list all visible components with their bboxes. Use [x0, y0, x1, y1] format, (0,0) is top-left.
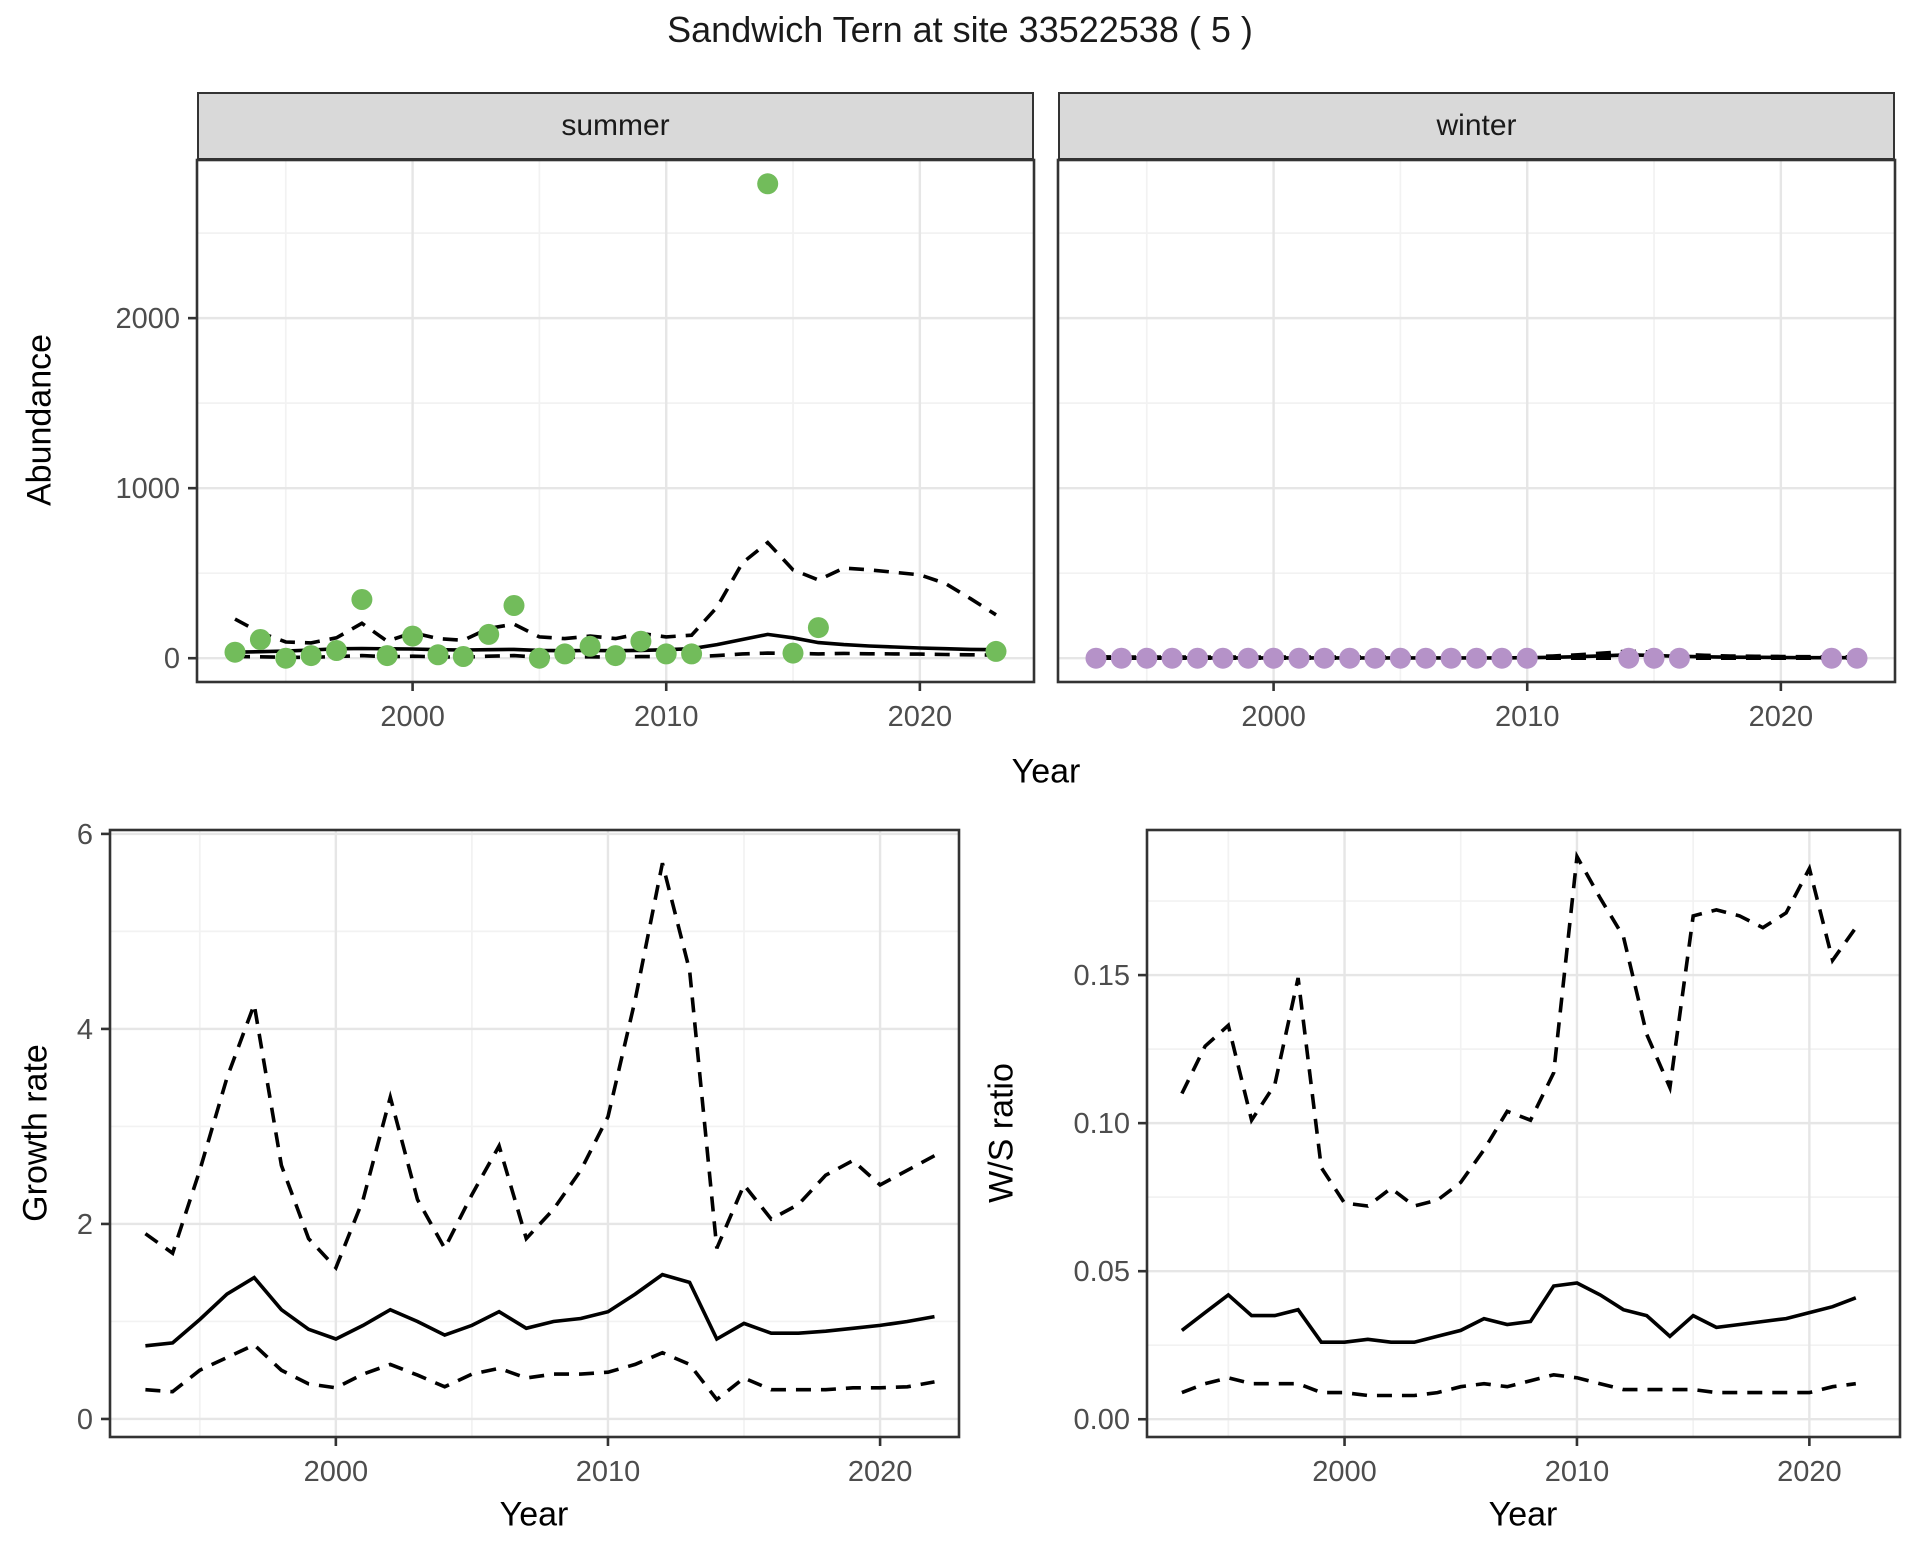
svg-text:2000: 2000: [115, 303, 180, 335]
svg-text:2000: 2000: [380, 701, 445, 733]
facet-strip-summer-label: summer: [561, 109, 670, 142]
svg-text:2010: 2010: [1495, 701, 1560, 733]
svg-text:6: 6: [77, 819, 93, 851]
growth-rate-plot: 2000 2010 2020 0 2 4 6: [77, 819, 961, 1488]
svg-text:2020: 2020: [888, 701, 953, 733]
summer-abundance-plot: 2000 2010 2020 0 1000 2000: [115, 158, 1036, 733]
svg-text:0: 0: [164, 643, 180, 675]
winter-abundance-plot: 2000 2010 2020: [1056, 158, 1897, 733]
facet-strip-winter-label: winter: [1436, 109, 1517, 142]
svg-text:2000: 2000: [1241, 701, 1306, 733]
facet-strip-winter: winter: [1058, 92, 1895, 160]
svg-text:2010: 2010: [576, 1456, 641, 1488]
svg-text:0.00: 0.00: [1074, 1404, 1130, 1436]
svg-text:2020: 2020: [848, 1456, 913, 1488]
svg-text:0.15: 0.15: [1074, 960, 1130, 992]
svg-text:2020: 2020: [1749, 701, 1814, 733]
svg-text:2010: 2010: [1545, 1456, 1610, 1488]
x-axis-title-year-growth: Year: [499, 1495, 569, 1534]
svg-text:0.05: 0.05: [1074, 1256, 1130, 1288]
svg-text:4: 4: [77, 1014, 93, 1046]
svg-text:0.10: 0.10: [1074, 1108, 1130, 1140]
svg-text:2020: 2020: [1777, 1456, 1842, 1488]
svg-text:2000: 2000: [304, 1456, 369, 1488]
y-axis-title-abundance: Abundance: [20, 333, 59, 507]
x-axis-title-year-ws: Year: [1488, 1495, 1558, 1534]
y-axis-title-growth-rate: Growth rate: [16, 1044, 55, 1222]
svg-text:1000: 1000: [115, 473, 180, 505]
plot-title: Sandwich Tern at site 33522538 ( 5 ): [667, 9, 1253, 50]
ws-ratio-plot: 2000 2010 2020 0.00 0.05 0.10 0.15: [1074, 828, 1902, 1488]
x-axis-title-year-top: Year: [1011, 752, 1081, 791]
svg-text:2010: 2010: [634, 701, 699, 733]
svg-text:2: 2: [77, 1209, 93, 1241]
y-axis-title-ws-ratio: W/S ratio: [982, 1063, 1021, 1203]
facet-strip-summer: summer: [197, 92, 1034, 160]
svg-text:0: 0: [77, 1404, 93, 1436]
svg-text:2000: 2000: [1312, 1456, 1377, 1488]
